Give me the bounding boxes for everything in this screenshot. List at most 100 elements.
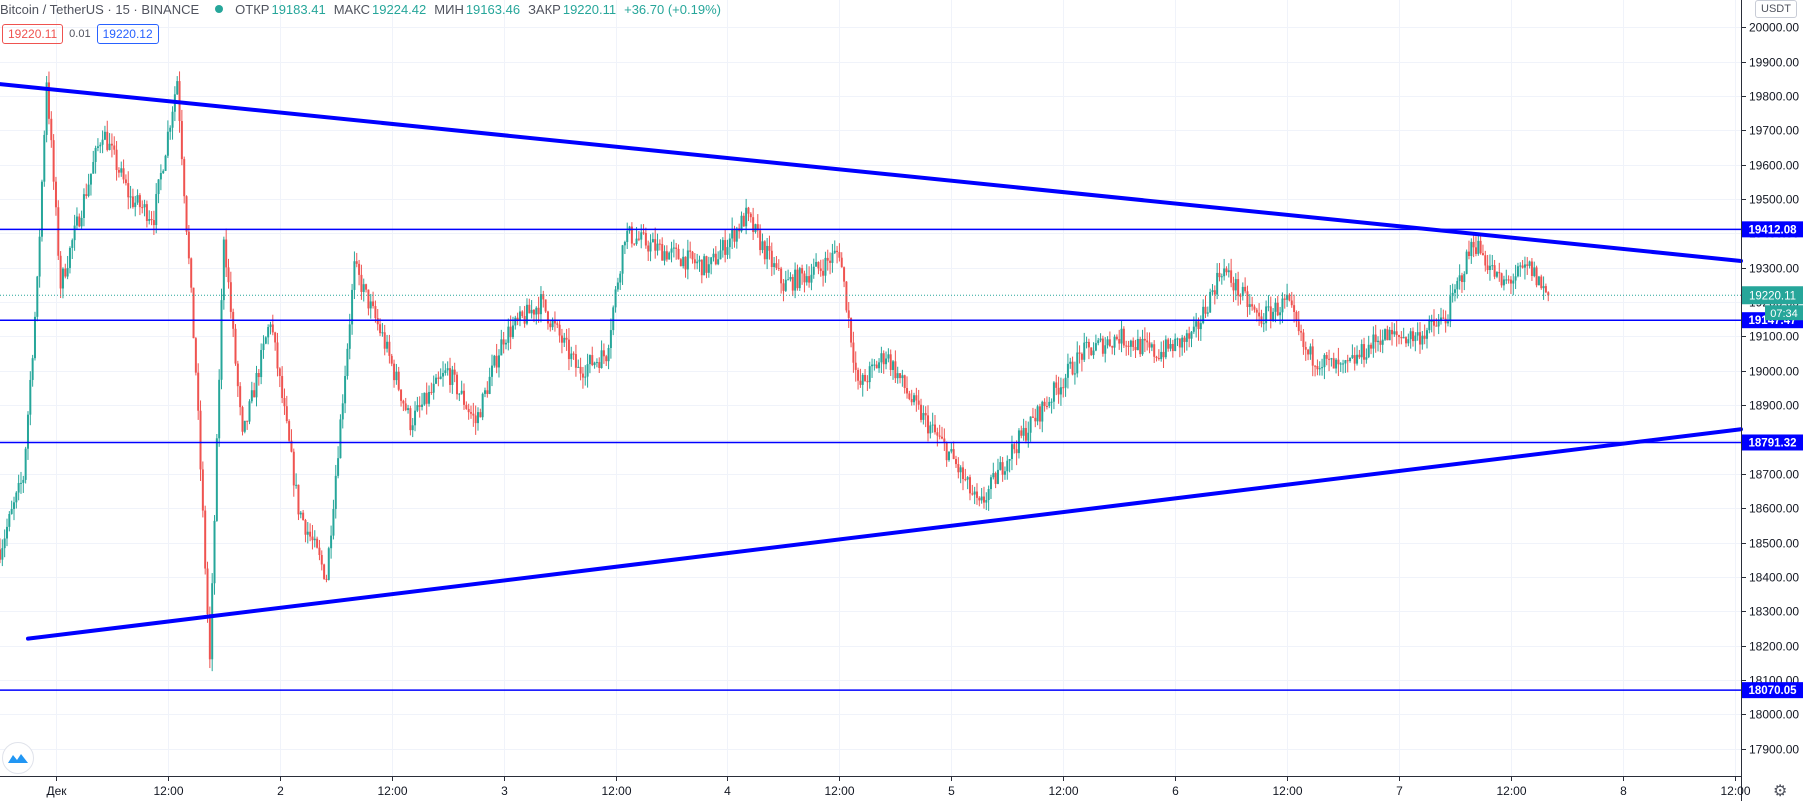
candle-body <box>794 269 797 291</box>
candle-body <box>1015 449 1018 454</box>
candle-body <box>1484 255 1487 266</box>
candle-body <box>808 276 811 283</box>
candle-body <box>637 238 640 240</box>
candle-body <box>850 317 853 343</box>
candle-body <box>145 204 148 221</box>
candle-body <box>798 268 801 289</box>
sell-button[interactable]: 19220.11 <box>2 24 64 44</box>
candle-body <box>1078 352 1081 354</box>
candle-body <box>82 194 85 219</box>
candle-body <box>1367 344 1370 358</box>
candle-body <box>598 362 601 369</box>
candle-body <box>87 184 90 196</box>
candle-body <box>416 405 419 411</box>
candle-body <box>225 239 228 268</box>
candle-body <box>686 250 689 270</box>
candle-body <box>1288 294 1291 301</box>
candle-body <box>773 263 776 268</box>
candle-body <box>1181 337 1184 348</box>
candle-body <box>395 371 398 381</box>
candle-body <box>649 242 652 252</box>
candle-body <box>922 413 925 420</box>
candle-body <box>208 614 211 660</box>
candle-body <box>782 283 785 291</box>
candle-body <box>1045 406 1048 408</box>
candle-body <box>1251 304 1254 307</box>
candle-body <box>791 276 794 291</box>
candle-body <box>411 425 414 431</box>
candle-body <box>733 229 736 242</box>
candle-body <box>1199 323 1202 330</box>
candle-body <box>546 311 549 324</box>
candle-body <box>763 241 766 260</box>
currency-button[interactable]: USDT <box>1755 0 1797 18</box>
time-axis[interactable]: Дек 12:00 2 12:00 3 12:00 4 12:00 5 12:00 6 12:00 7 1… <box>46 776 1751 798</box>
candle-body <box>1339 363 1342 365</box>
candle-body <box>815 261 818 267</box>
candle-body <box>992 473 995 478</box>
candle-body <box>1227 270 1230 273</box>
y-tick-label: 18700.00 <box>1749 468 1799 482</box>
buy-button[interactable]: 19220.12 <box>96 24 159 44</box>
candle-body <box>936 432 939 436</box>
candle-body <box>320 555 323 565</box>
candle-body <box>616 282 619 290</box>
candle-body <box>1463 273 1466 283</box>
y-tick-label: 18900.00 <box>1749 399 1799 413</box>
candle-body <box>428 391 431 404</box>
candle-body <box>1332 358 1335 369</box>
tradingview-logo-icon[interactable] <box>2 742 34 774</box>
candle-body <box>8 514 11 527</box>
y-tick-label: 19500.00 <box>1749 193 1799 207</box>
x-tick-label: 12:00 <box>153 784 183 798</box>
candle-body <box>1188 333 1191 339</box>
candle-body <box>1274 302 1277 312</box>
candle-body <box>43 134 46 182</box>
candle-body <box>840 257 843 268</box>
candle-body <box>1377 340 1380 343</box>
candle-body <box>574 354 577 368</box>
candle-body <box>1346 360 1349 362</box>
candle-body <box>787 279 790 281</box>
candle-body <box>229 282 232 312</box>
symbol-title[interactable]: Bitcoin / TetherUS · 15 · BINANCE <box>0 1 200 17</box>
candle-body <box>593 362 596 366</box>
candle-body <box>176 81 179 95</box>
y-tick-label: 18600.00 <box>1749 502 1799 516</box>
candle-body <box>339 419 342 459</box>
candle-body <box>749 213 752 218</box>
candle-body <box>1309 346 1312 355</box>
candle-body <box>1523 264 1526 268</box>
candle-body <box>1474 247 1477 254</box>
y-tick-label: 19800.00 <box>1749 90 1799 104</box>
candle-body <box>1094 343 1097 351</box>
candle-body <box>826 257 829 261</box>
candle-body <box>1276 302 1279 316</box>
candle-body <box>330 535 333 549</box>
candle-body <box>446 368 449 371</box>
candle-body <box>276 342 279 369</box>
drawings[interactable] <box>0 82 1743 691</box>
candle-body <box>1521 265 1524 268</box>
candle-body <box>572 353 575 355</box>
candle-body <box>78 216 81 227</box>
candle-body <box>318 547 321 556</box>
candle-body <box>1183 337 1186 342</box>
candle-body <box>1143 338 1146 341</box>
candle-body <box>1031 416 1034 418</box>
candle-body <box>929 425 932 434</box>
candle-body <box>1134 347 1137 351</box>
x-tick-label: 8 <box>1620 784 1627 798</box>
candle-body <box>1519 265 1522 267</box>
candle-body <box>141 207 144 209</box>
candle-body <box>1542 286 1545 289</box>
candle-body <box>871 364 874 367</box>
candle-body <box>1087 341 1090 348</box>
gear-icon[interactable]: ⚙ <box>1773 783 1788 800</box>
candle-body <box>1356 354 1359 364</box>
candle-body <box>887 354 890 359</box>
candle-body <box>535 307 538 315</box>
candle-body <box>1010 444 1013 460</box>
candle-body <box>1379 340 1382 345</box>
